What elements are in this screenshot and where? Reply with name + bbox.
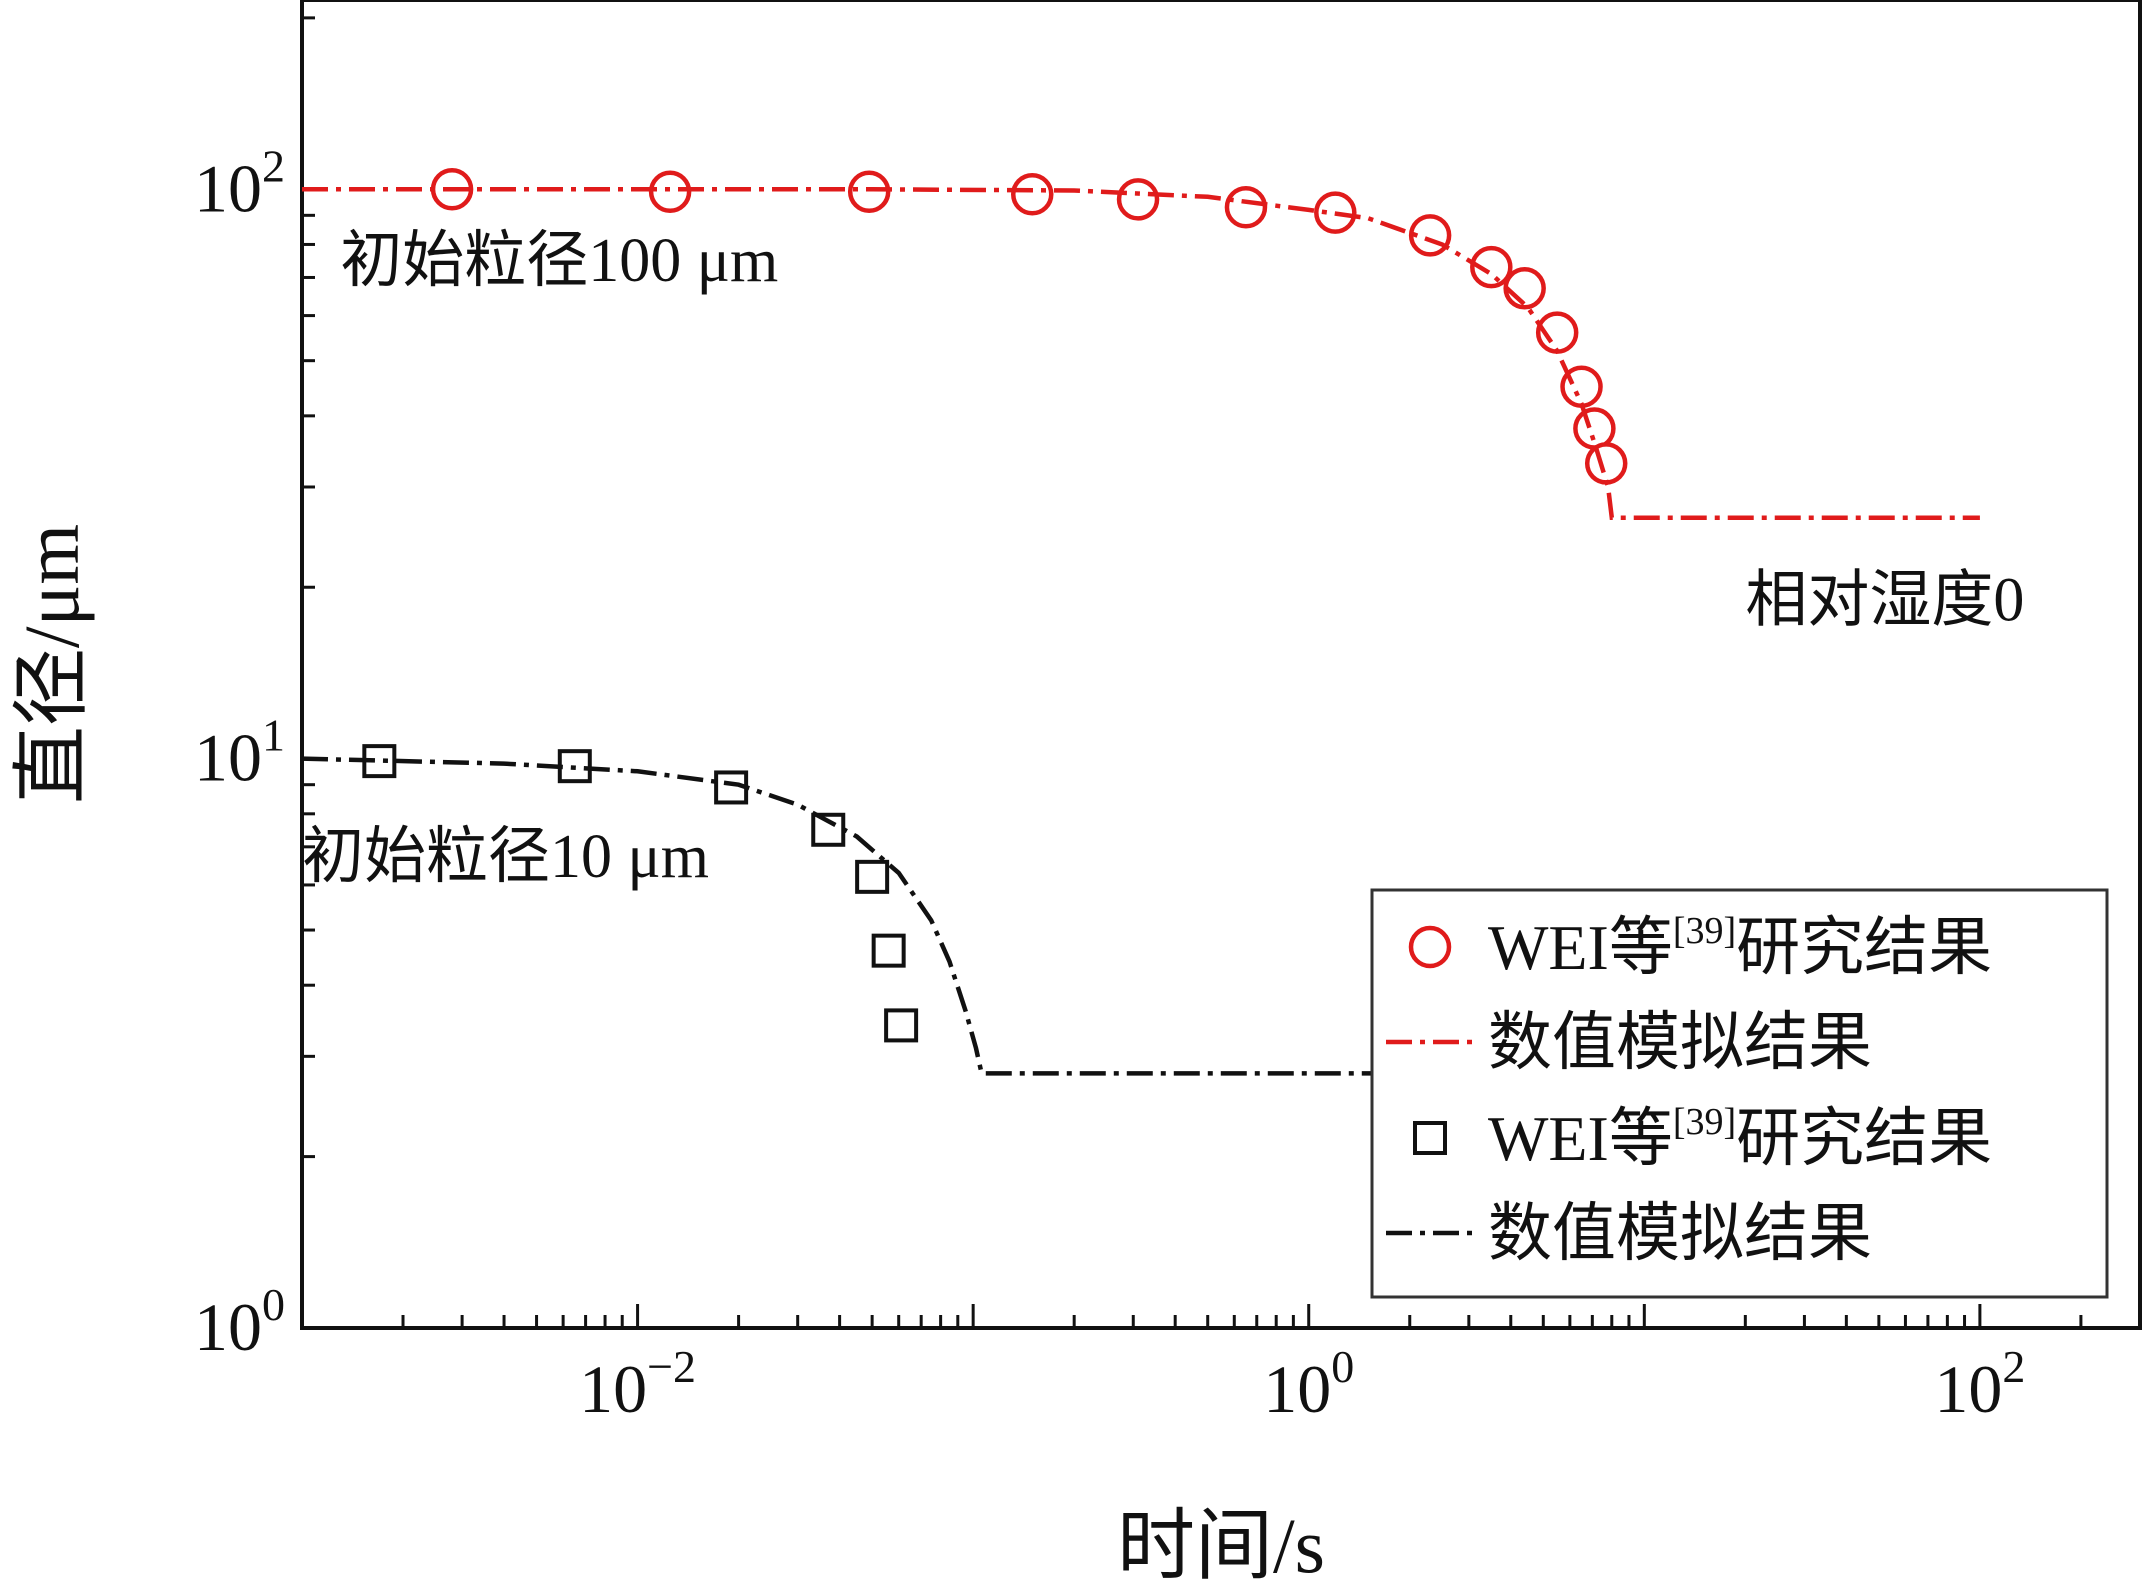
square-marker	[884, 1008, 919, 1043]
x-tick-label: 102	[1934, 1341, 2025, 1427]
x-tick-exponent: −2	[647, 1341, 696, 1392]
y-tick-base: 10	[194, 1289, 262, 1365]
axis-ticks	[300, 16, 2142, 1330]
square-marker	[811, 812, 846, 847]
y-axis-title: 直径/μm	[8, 524, 95, 804]
x-tick-base: 10	[579, 1351, 647, 1427]
x-tick-base: 10	[1263, 1351, 1331, 1427]
legend-square-marker	[1413, 1121, 1447, 1155]
y-tick-base: 10	[194, 150, 262, 226]
annotation-text: 相对湿度0	[1745, 566, 2024, 634]
square-marker	[855, 859, 890, 894]
legend-label-main: 数值模拟结果	[1488, 1007, 1872, 1078]
legend-circle-marker	[1408, 925, 1452, 969]
x-tick-base: 10	[1934, 1351, 2002, 1427]
circle-marker	[1470, 245, 1513, 289]
y-tick-exponent: 1	[262, 710, 285, 761]
legend-box	[1370, 888, 2109, 1299]
legend-label-suffix: 研究结果	[1736, 912, 1992, 983]
circle-marker	[1584, 442, 1628, 485]
legend-label-main: WEI等	[1488, 1103, 1673, 1174]
legend-label-citation: [39]	[1673, 910, 1736, 952]
annotation-text: 初始粒径10 μm	[302, 823, 709, 891]
legend-label-suffix: 研究结果	[1736, 1103, 1992, 1174]
legend-label: 数值模拟结果	[1488, 1198, 1872, 1269]
legend-label: WEI等[39]研究结果	[1488, 910, 1992, 983]
circle-marker	[1224, 185, 1268, 229]
circle-marker	[648, 170, 692, 214]
x-tick-exponent: 2	[2002, 1341, 2025, 1392]
x-axis-title: 时间/s	[1117, 1502, 1325, 1589]
circle-marker	[1116, 178, 1160, 221]
circle-marker	[1010, 173, 1054, 216]
x-tick-label: 100	[1263, 1341, 1354, 1427]
legend-label-main: WEI等	[1488, 912, 1673, 983]
legend-label: WEI等[39]研究结果	[1488, 1101, 1992, 1174]
y-tick-label: 102	[194, 140, 285, 226]
plot-frame	[300, 0, 2142, 1330]
y-tick-label: 101	[194, 710, 285, 796]
y-tick-exponent: 2	[262, 140, 285, 191]
series-layer	[301, 168, 1980, 1076]
y-tick-exponent: 0	[262, 1279, 285, 1330]
legend-label-citation: [39]	[1673, 1101, 1736, 1143]
annotations: 初始粒径100 μm 相对湿度0 初始粒径10 μm	[302, 227, 2024, 891]
legend-label: 数值模拟结果	[1488, 1007, 1872, 1078]
square-marker	[871, 933, 906, 968]
y-tick-label: 100	[194, 1279, 285, 1365]
series-line-3	[301, 756, 1410, 1076]
circle-marker	[1573, 407, 1616, 450]
y-tick-base: 10	[194, 720, 262, 796]
annotation-text: 初始粒径100 μm	[340, 227, 778, 295]
x-tick-exponent: 0	[1331, 1341, 1354, 1392]
x-tick-label: 10−2	[579, 1341, 696, 1427]
circle-marker	[847, 170, 891, 214]
legend-label-main: 数值模拟结果	[1488, 1198, 1872, 1269]
series-line-1	[302, 187, 1980, 520]
